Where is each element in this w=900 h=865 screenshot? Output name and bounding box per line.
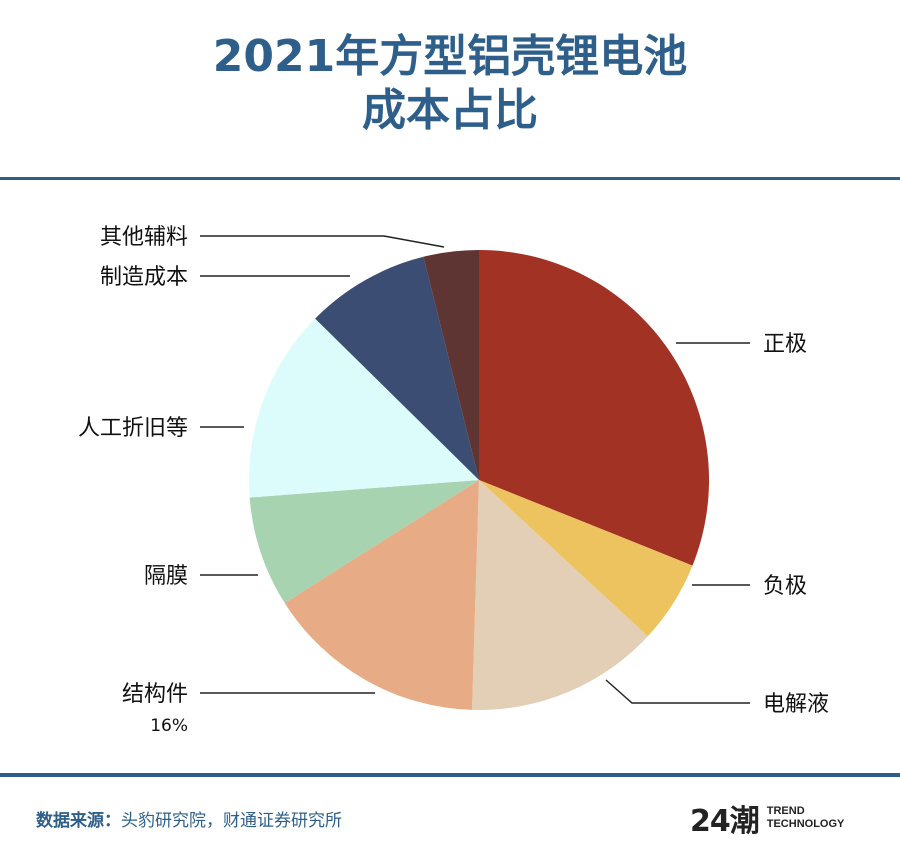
leader-lines: [200, 235, 750, 704]
slice-label: 负极: [763, 574, 807, 599]
slice-label: 正极: [763, 332, 807, 357]
pie-slice: [249, 318, 479, 498]
slice-label: 隔膜: [144, 564, 188, 589]
leader-line: [605, 679, 750, 704]
bottom-divider: [0, 773, 900, 777]
pie-slice: [423, 250, 479, 480]
pie-slice: [315, 256, 479, 480]
leader-line: [200, 235, 445, 248]
logo-wordmark: TREND TECHNOLOGY: [767, 805, 845, 831]
source-note: 数据来源：头豹研究院，财通证券研究所: [36, 806, 342, 831]
logo-line1: TREND: [766, 805, 805, 817]
slice-label: 电解液: [763, 692, 829, 717]
chart-title-line1: 2021年方型铝壳锂电池: [212, 31, 688, 82]
pie-slices: [249, 250, 710, 710]
pie-slice: [284, 480, 479, 710]
slice-label: 结构件: [122, 682, 188, 707]
brand-logo: 24潮 TREND TECHNOLOGY: [690, 796, 844, 840]
source-text: 头豹研究院，财通证券研究所: [121, 811, 342, 831]
chart-title-line2: 成本占比: [362, 85, 538, 136]
slice-label: 人工折旧等: [78, 416, 188, 441]
pie-slice: [249, 480, 479, 603]
slice-label: 制造成本: [100, 265, 188, 290]
pie-slice: [479, 480, 693, 637]
pie-slice: [471, 480, 648, 710]
source-label: 数据来源：: [36, 811, 121, 831]
logo-line2: TECHNOLOGY: [766, 818, 845, 830]
pie-slice: [479, 250, 710, 566]
top-divider: [0, 177, 900, 180]
slice-label: 其他辅料: [100, 225, 188, 250]
chart-title: 2021年方型铝壳锂电池 成本占比: [0, 30, 900, 138]
slice-value-label: 16%: [150, 716, 188, 736]
logo-mark: 24潮: [690, 804, 760, 839]
